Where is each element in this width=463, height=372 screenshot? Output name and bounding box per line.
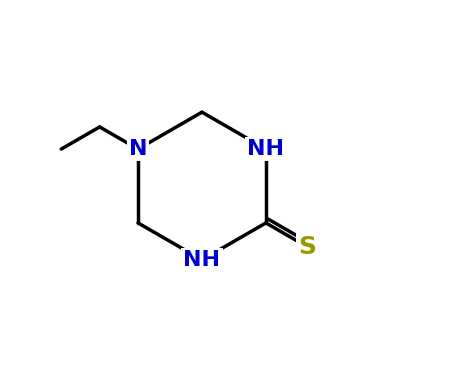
Text: S: S [299, 235, 317, 259]
Text: NH: NH [183, 250, 220, 270]
Text: N: N [129, 139, 147, 159]
Text: NH: NH [247, 139, 284, 159]
